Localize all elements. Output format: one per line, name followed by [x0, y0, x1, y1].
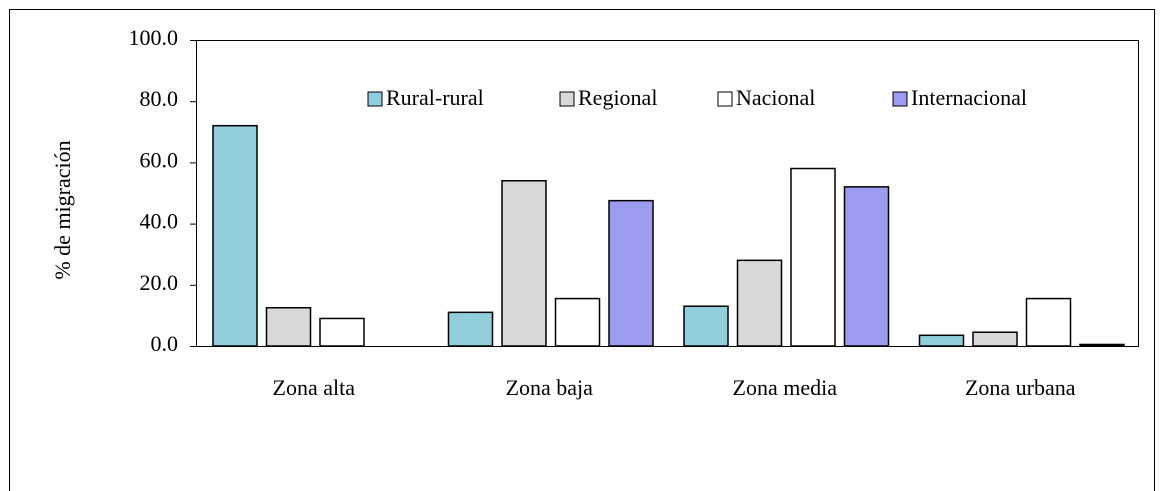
bar: [736, 259, 783, 347]
y-tick-label: 20.0: [140, 270, 179, 295]
bar: [554, 297, 601, 347]
bar: [843, 186, 890, 347]
y-axis-label: % de migración: [50, 140, 75, 279]
bar: [683, 305, 729, 347]
bar: [918, 334, 965, 347]
bar: [608, 199, 654, 347]
chart-border: [9, 9, 1155, 491]
y-tick-label: 80.0: [140, 86, 179, 111]
bar: [790, 167, 836, 347]
y-tick-label: 60.0: [140, 147, 179, 172]
legend-swatch: [367, 91, 383, 107]
y-tick-label: 40.0: [140, 209, 179, 234]
x-tick-label: Zona urbana: [965, 375, 1076, 400]
x-tick-label: Zona baja: [506, 375, 594, 400]
legend-label: Internacional: [911, 85, 1027, 110]
legend-label: Regional: [578, 85, 657, 110]
bar: [319, 317, 365, 347]
y-tick-label: 100.0: [129, 25, 179, 50]
bar: [265, 307, 312, 347]
bar: [447, 311, 494, 347]
y-tick-label: 0.0: [151, 331, 179, 356]
legend-label: Rural-rural: [386, 85, 484, 110]
legend-swatch: [559, 91, 575, 107]
legend-swatch: [717, 91, 733, 107]
x-tick-label: Zona media: [733, 375, 838, 400]
legend-label: Nacional: [736, 85, 815, 110]
bar: [212, 124, 258, 347]
legend-swatch: [892, 91, 908, 107]
bar: [1025, 297, 1072, 347]
bar: [972, 331, 1018, 347]
x-tick-label: Zona alta: [273, 375, 356, 400]
bar: [501, 180, 547, 347]
bar: [1079, 343, 1125, 347]
